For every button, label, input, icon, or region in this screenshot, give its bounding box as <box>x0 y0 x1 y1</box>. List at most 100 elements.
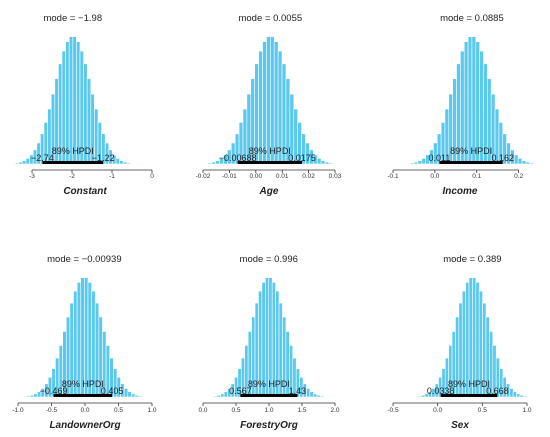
hpdi-lower-label: −2.74 <box>31 153 54 163</box>
x-tick-label: 0.0 <box>433 407 442 414</box>
x-tick-label: 0.5 <box>478 407 487 414</box>
histogram-bar <box>529 162 534 165</box>
x-tick-label: 0.5 <box>114 407 123 414</box>
histogram-bar <box>526 396 531 398</box>
x-tick-label: -0.01 <box>222 173 237 180</box>
x-tick-label: 0.2 <box>514 173 523 180</box>
histogram-bar <box>512 391 517 398</box>
histogram-bar <box>25 158 30 165</box>
x-tick-label: -0.02 <box>196 173 211 180</box>
histogram-bar <box>313 393 318 398</box>
x-tick-label: 0.0 <box>80 407 89 414</box>
x-tick-label: 0.00 <box>249 173 262 180</box>
histogram-bar <box>29 394 35 398</box>
histogram-bar <box>127 391 132 398</box>
histogram-bar <box>332 163 338 165</box>
hpdi-lower-label: −0.469 <box>40 386 68 396</box>
histogram-bar <box>123 388 129 398</box>
histogram-bar <box>521 160 527 165</box>
histogram-bar <box>131 393 136 398</box>
histogram-bar <box>319 395 324 398</box>
hpdi-lower-label: 0.0338 <box>427 386 455 396</box>
histogram-bar <box>270 36 275 165</box>
hpdi-label: 89% HPDI <box>62 379 104 389</box>
histogram-bar <box>122 161 128 165</box>
x-tick-label: 0.01 <box>276 173 289 180</box>
panel-landownerorg: mode = −0.00939 89% HPDI−0.469 0.405 -1.0 -0… <box>12 254 156 431</box>
mode-label: mode = 0.389 <box>443 254 501 265</box>
histogram-bar <box>421 158 427 165</box>
hpdi-upper-label: 0.668 <box>486 386 509 396</box>
histogram-bar <box>141 396 147 398</box>
histogram-bar <box>467 36 473 165</box>
histogram-bar <box>210 396 215 398</box>
histogram-bar <box>115 158 120 165</box>
x-tick-label: 1.0 <box>264 407 273 414</box>
hpdi-label: 89% HPDI <box>248 379 290 389</box>
x-axis-label: ForestryOrg <box>240 420 298 431</box>
x-axis-label: Age <box>259 186 279 197</box>
x-tick-label: 0.0 <box>430 173 439 180</box>
x-axis-label: Income <box>442 186 477 197</box>
histogram-bar <box>14 162 20 165</box>
histogram-bar <box>130 163 135 165</box>
histogram-bar <box>126 162 131 165</box>
histogram-bar <box>119 160 124 165</box>
histogram-bar <box>413 161 419 165</box>
hpdi-lower-label: 0.011 <box>429 153 451 163</box>
hpdi-upper-label: 0.405 <box>101 386 124 396</box>
histogram-bar <box>514 154 519 165</box>
histogram-bar <box>213 395 218 398</box>
histogram-bar <box>328 162 334 165</box>
histogram-bar <box>421 394 426 398</box>
histogram-bar <box>509 388 514 398</box>
histogram-bar <box>414 396 419 398</box>
hpdi-label: 89% HPDI <box>249 146 291 156</box>
x-tick-label: -2 <box>69 173 75 180</box>
histogram-bar <box>323 396 328 398</box>
x-tick-label: 0.1 <box>472 173 481 180</box>
hpdi-upper-label: 0.0175 <box>288 153 316 163</box>
x-axis-label: Constant <box>63 186 107 197</box>
hpdi-upper-label: 1.43 <box>289 386 307 396</box>
histogram-bar <box>207 162 213 165</box>
hpdi-upper-label: −1.22 <box>92 153 115 163</box>
x-tick-label: -1.0 <box>12 407 24 414</box>
x-axis-label: Sex <box>451 420 469 431</box>
histogram-bar <box>26 395 31 398</box>
histogram-bar <box>417 395 422 398</box>
histogram-bar <box>409 162 415 165</box>
histogram-bar <box>223 391 228 398</box>
histogram-bar <box>471 36 477 165</box>
x-tick-label: 0.5 <box>231 407 240 414</box>
x-tick-label: 0.0 <box>198 407 207 414</box>
x-tick-label: -0.1 <box>387 173 399 180</box>
histogram-bar <box>517 158 523 165</box>
panel-age: mode = 0.0055 89% HPDI−0.00688 0.0175 -0.02… <box>196 13 342 197</box>
mode-label: mode = 0.0055 <box>238 13 302 24</box>
histogram-bar <box>266 36 271 165</box>
x-tick-label: -0.5 <box>46 407 58 414</box>
mode-label: mode = 0.996 <box>240 254 298 265</box>
x-tick-label: -1 <box>109 173 115 180</box>
histogram-bar <box>324 161 330 165</box>
histogram-bar <box>309 391 314 398</box>
x-tick-label: 2.0 <box>330 407 339 414</box>
histogram-bar <box>33 393 38 398</box>
histogram-bar <box>134 394 139 398</box>
histogram-bar <box>22 160 27 165</box>
histogram-bar <box>216 394 221 398</box>
histogram-bar <box>11 163 16 165</box>
hpdi-label: 89% HPDI <box>448 379 490 389</box>
x-axis-label: LandownerOrg <box>49 420 120 431</box>
histogram-bar <box>406 163 411 165</box>
mode-label: mode = −1.98 <box>43 13 102 24</box>
mode-label: mode = −0.00939 <box>47 254 121 265</box>
panel-constant: mode = −1.98 89% HPDI−2.74 −1.22 -3 -2 -1 0 Con… <box>11 13 154 197</box>
histogram-bar <box>525 161 531 165</box>
x-tick-label: 0 <box>150 173 154 180</box>
